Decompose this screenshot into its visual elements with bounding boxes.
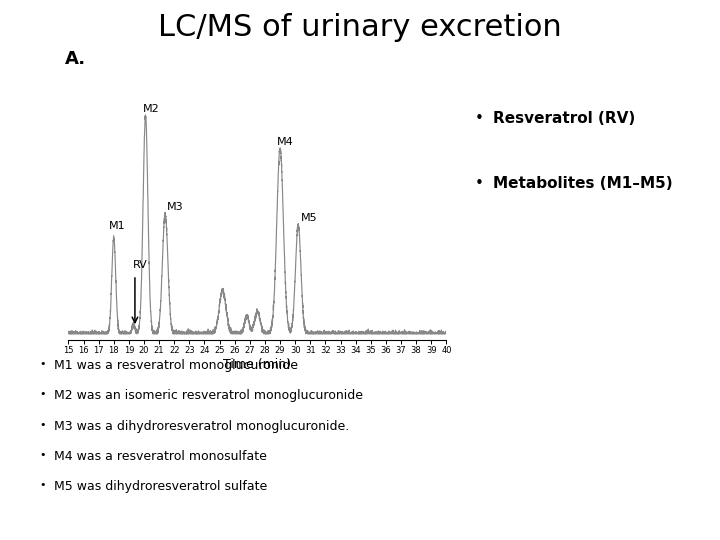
- Text: •: •: [40, 420, 46, 430]
- Text: •: •: [475, 176, 484, 191]
- Text: •: •: [40, 450, 46, 460]
- Text: M5: M5: [300, 213, 317, 222]
- Text: •: •: [40, 359, 46, 369]
- Text: LC/MS of urinary excretion: LC/MS of urinary excretion: [158, 14, 562, 43]
- Text: M3 was a dihydroresveratrol monoglucuronide.: M3 was a dihydroresveratrol monoglucuron…: [54, 420, 349, 433]
- Text: Resveratrol (RV): Resveratrol (RV): [493, 111, 636, 126]
- Text: RV: RV: [132, 260, 148, 271]
- X-axis label: Time (min): Time (min): [223, 357, 292, 370]
- Text: M4: M4: [277, 137, 294, 146]
- Text: M4 was a resveratrol monosulfate: M4 was a resveratrol monosulfate: [54, 450, 267, 463]
- Text: •: •: [40, 389, 46, 400]
- Text: M1 was a resveratrol monoglucuronide: M1 was a resveratrol monoglucuronide: [54, 359, 298, 372]
- Text: M3: M3: [167, 202, 184, 212]
- Text: M2 was an isomeric resveratrol monoglucuronide: M2 was an isomeric resveratrol monoglucu…: [54, 389, 363, 402]
- Text: •: •: [475, 111, 484, 126]
- Text: •: •: [40, 480, 46, 490]
- Text: Metabolites (M1–M5): Metabolites (M1–M5): [493, 176, 672, 191]
- Text: M2: M2: [143, 104, 159, 114]
- Text: M5 was dihydroresveratrol sulfate: M5 was dihydroresveratrol sulfate: [54, 480, 267, 493]
- Text: A.: A.: [65, 50, 86, 68]
- Text: M1: M1: [109, 221, 125, 231]
